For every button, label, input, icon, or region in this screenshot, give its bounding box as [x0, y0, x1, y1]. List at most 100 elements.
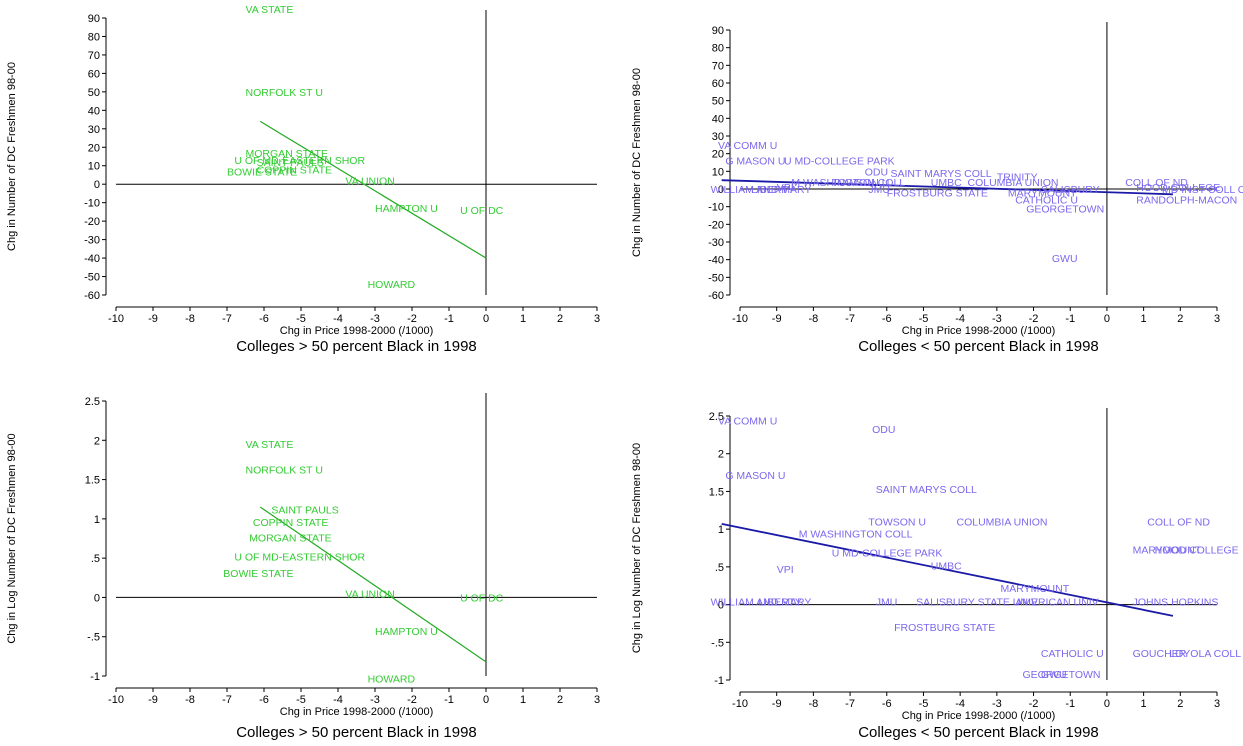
- x-tick-label: -8: [185, 694, 195, 706]
- point-label: HOWARD: [368, 673, 416, 685]
- point-label: JMU: [876, 597, 898, 609]
- point-label: VA COMM U: [718, 416, 777, 428]
- point-label: WILLIAM AND MARY: [711, 597, 812, 609]
- point-label: ODU: [872, 424, 895, 436]
- point-label: NORFOLK ST U: [246, 87, 323, 99]
- point-label: HAMPTON U: [375, 203, 438, 215]
- x-tick-label: -1: [1065, 698, 1075, 710]
- x-tick-label: -6: [259, 313, 269, 325]
- y-axis-label: Chg in Log Number of DC Freshmen 98-00: [6, 433, 18, 643]
- point-label: HAMPTON U: [375, 626, 438, 638]
- y-tick-label: .5: [715, 562, 724, 574]
- x-tick-label: -7: [845, 313, 855, 325]
- point-label: U MD-COLLEGE PARK: [832, 548, 943, 560]
- y-tick-label: -30: [708, 237, 724, 249]
- x-tick-label: 2: [1177, 698, 1183, 710]
- x-tick-label: -1: [444, 694, 454, 706]
- y-tick-label: 0: [718, 600, 724, 612]
- y-tick-label: 0: [94, 179, 100, 191]
- point-label: SALISBURY STATE UNIV: [916, 597, 1038, 609]
- y-tick-label: .5: [91, 553, 100, 565]
- x-tick-label: 3: [1214, 698, 1220, 710]
- point-label: U OF DC: [460, 592, 504, 604]
- point-label: GWU: [1052, 253, 1078, 265]
- x-tick-label: 2: [1177, 313, 1183, 325]
- x-tick-label: -10: [732, 313, 748, 325]
- point-label: UMBC: [931, 177, 962, 189]
- y-tick-label: -40: [84, 253, 100, 265]
- point-label: SAINT MARYS COLL: [890, 168, 991, 180]
- x-tick-label: -5: [296, 694, 306, 706]
- y-tick-label: -1: [714, 675, 724, 687]
- point-label: TOWSON U: [868, 517, 926, 529]
- x-tick-label: 3: [594, 694, 600, 706]
- chart-title: Colleges < 50 percent Black in 1998: [858, 338, 1099, 355]
- point-label: MARYMOUNT: [1008, 188, 1077, 200]
- x-tick-label: 2: [557, 313, 563, 325]
- point-label: SAINT PAULS: [271, 504, 338, 516]
- point-label: VPI: [777, 564, 794, 576]
- y-tick-label: 80: [712, 43, 724, 55]
- x-tick-label: -10: [732, 698, 748, 710]
- x-tick-label: -10: [108, 694, 124, 706]
- y-tick-label: 40: [712, 113, 724, 125]
- y-tick-label: 70: [712, 60, 724, 72]
- point-label: MARYMOUNT: [1133, 545, 1202, 557]
- x-tick-label: 0: [1104, 698, 1110, 710]
- point-label: MARYMOUNT: [1001, 583, 1070, 595]
- point-label: UMBC: [931, 560, 962, 572]
- point-label: WILLIAM AND MARY: [711, 184, 812, 196]
- x-tick-label: 0: [483, 694, 489, 706]
- y-tick-label: 20: [88, 142, 100, 154]
- x-tick-label: -3: [370, 694, 380, 706]
- point-label: U MD-COLLEGE PARK: [784, 156, 895, 168]
- x-axis-label: Chg in Price 1998-2000 (/1000): [902, 710, 1055, 722]
- point-label: HOOD COLLEGE: [1155, 545, 1239, 557]
- point-label: COPPIN STATE: [257, 164, 332, 176]
- x-tick-label: -1: [1065, 313, 1075, 325]
- y-tick-label: 1.5: [85, 475, 100, 487]
- y-tick-label: -30: [84, 235, 100, 247]
- point-label: JOHNS HOPKINS: [1133, 597, 1219, 609]
- y-tick-label: 2.5: [85, 396, 100, 408]
- x-tick-label: 1: [1141, 313, 1147, 325]
- x-tick-label: -5: [296, 313, 306, 325]
- x-axis-label: Chg in Price 1998-2000 (/1000): [902, 325, 1055, 337]
- point-label: COLUMBIA UNION: [956, 517, 1047, 529]
- y-tick-label: -.5: [711, 637, 724, 649]
- x-tick-label: -8: [185, 313, 195, 325]
- point-label: BOWIE STATE: [223, 568, 293, 580]
- point-label: VA UNION: [345, 176, 394, 188]
- y-tick-label: 1.5: [709, 486, 724, 498]
- x-tick-label: -9: [772, 313, 782, 325]
- fit-line: [721, 179, 1173, 196]
- x-tick-label: -9: [148, 313, 158, 325]
- y-tick-label: -10: [84, 198, 100, 210]
- point-label: M WASHINGTON COLL: [791, 177, 905, 189]
- y-tick-label: 20: [712, 149, 724, 161]
- point-label: GWU: [1041, 669, 1067, 681]
- x-tick-label: -8: [808, 313, 818, 325]
- x-tick-label: 1: [520, 313, 526, 325]
- y-tick-label: -40: [708, 255, 724, 267]
- point-label: GOUCHER: [1133, 648, 1187, 660]
- x-tick-label: -3: [370, 313, 380, 325]
- point-label: AMERICAN UNIV: [1015, 597, 1098, 609]
- point-label: U OF MD-EASTERN SHOR: [234, 155, 365, 167]
- x-tick-label: 1: [1141, 698, 1147, 710]
- point-label: VA COMM U: [718, 140, 777, 152]
- y-tick-label: 2.5: [709, 411, 724, 423]
- x-tick-label: 3: [1214, 313, 1220, 325]
- x-tick-label: -1: [444, 313, 454, 325]
- chart-panel-2: -10 -9 -8 -7 -6 -5 -4 -3 -2 -1 0 1 2 3908070605040302…: [631, 22, 1243, 355]
- x-tick-label: -8: [808, 698, 818, 710]
- x-tick-label: -6: [882, 698, 892, 710]
- y-tick-label: 50: [712, 96, 724, 108]
- point-label: RANDOLPH-MACON: [1136, 195, 1237, 207]
- y-tick-label: 2: [94, 435, 100, 447]
- point-label: HOOD COLLEGE: [1136, 182, 1220, 194]
- x-tick-label: -10: [108, 313, 124, 325]
- fit-line: [721, 522, 1174, 617]
- y-tick-label: 30: [712, 131, 724, 143]
